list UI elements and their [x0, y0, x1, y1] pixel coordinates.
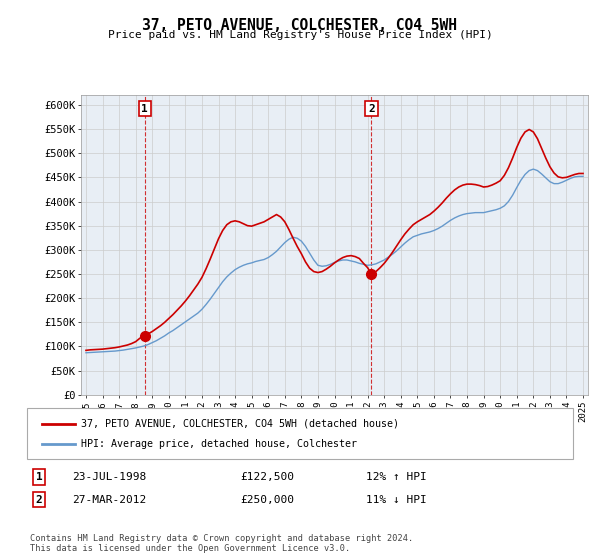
Text: 37, PETO AVENUE, COLCHESTER, CO4 5WH (detached house): 37, PETO AVENUE, COLCHESTER, CO4 5WH (de…: [81, 419, 399, 429]
Text: 2: 2: [368, 104, 375, 114]
Text: Price paid vs. HM Land Registry's House Price Index (HPI): Price paid vs. HM Land Registry's House …: [107, 30, 493, 40]
Text: Contains HM Land Registry data © Crown copyright and database right 2024.
This d: Contains HM Land Registry data © Crown c…: [30, 534, 413, 553]
Text: 2: 2: [35, 494, 43, 505]
Text: HPI: Average price, detached house, Colchester: HPI: Average price, detached house, Colc…: [81, 439, 357, 449]
Text: 23-JUL-1998: 23-JUL-1998: [72, 472, 146, 482]
Text: £250,000: £250,000: [240, 494, 294, 505]
Text: 1: 1: [35, 472, 43, 482]
Text: 1: 1: [142, 104, 148, 114]
Text: £122,500: £122,500: [240, 472, 294, 482]
Text: 12% ↑ HPI: 12% ↑ HPI: [366, 472, 427, 482]
Text: 27-MAR-2012: 27-MAR-2012: [72, 494, 146, 505]
Text: 11% ↓ HPI: 11% ↓ HPI: [366, 494, 427, 505]
Text: 37, PETO AVENUE, COLCHESTER, CO4 5WH: 37, PETO AVENUE, COLCHESTER, CO4 5WH: [143, 18, 458, 33]
